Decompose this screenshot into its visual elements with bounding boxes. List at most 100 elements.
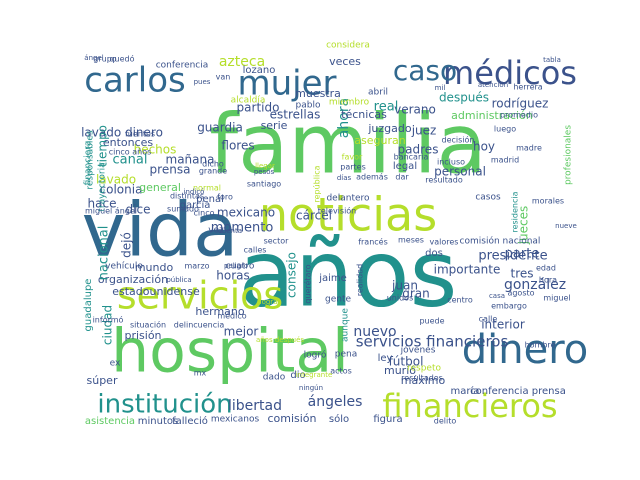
cloud-word: calle xyxy=(479,315,498,324)
cloud-word: caso xyxy=(393,54,457,87)
cloud-word: cárcel xyxy=(296,209,332,223)
cloud-word: quedó xyxy=(109,54,134,64)
cloud-word: flores xyxy=(221,139,254,153)
cloud-word: mexicano xyxy=(217,206,275,220)
cloud-word: murió xyxy=(384,364,416,377)
cloud-word: parte xyxy=(505,247,540,262)
cloud-word: decisión xyxy=(442,135,475,145)
cloud-word: miguel ángel xyxy=(85,207,137,216)
cloud-word: mañana xyxy=(166,153,215,167)
cloud-word: cuatro xyxy=(226,262,255,272)
cloud-word: después xyxy=(439,91,489,105)
cloud-word: real xyxy=(374,100,399,115)
cloud-word: agosto xyxy=(507,289,534,298)
cloud-word: miembro xyxy=(329,98,370,108)
cloud-word: lavado xyxy=(96,173,136,187)
cloud-word: minutos xyxy=(138,416,178,427)
cloud-word: además xyxy=(356,173,388,182)
cloud-word: televisión xyxy=(318,206,357,216)
cloud-word: casos xyxy=(475,193,501,203)
cloud-word: servicios xyxy=(117,274,283,318)
cloud-word: muestra xyxy=(295,87,341,100)
cloud-word: legal xyxy=(393,161,417,172)
cloud-word: mil xyxy=(435,84,446,92)
cloud-word: hospital xyxy=(111,317,349,387)
cloud-word: jueces xyxy=(517,206,531,246)
cloud-word: presidente xyxy=(478,249,547,264)
cloud-word: dicho xyxy=(202,160,224,169)
cloud-word: resultado xyxy=(425,176,463,185)
cloud-word: rodríguez xyxy=(492,97,549,111)
cloud-word: edad xyxy=(536,264,556,273)
cloud-word: mexicanos xyxy=(211,415,260,425)
cloud-word: dos xyxy=(425,248,443,259)
cloud-word: cuenta xyxy=(218,227,242,235)
cloud-word: alcaldía xyxy=(231,96,266,106)
cloud-word: nueve xyxy=(555,222,577,230)
cloud-word: organización xyxy=(98,273,168,286)
cloud-word: días xyxy=(337,174,352,182)
cloud-word: gente xyxy=(325,295,351,305)
cloud-word: cinco xyxy=(194,209,215,218)
cloud-word: llegar xyxy=(255,162,275,170)
cloud-word: responsables xyxy=(86,130,96,190)
cloud-word: luego xyxy=(494,125,516,134)
cloud-word: conferencia prensa xyxy=(470,386,566,397)
cloud-word: embargo xyxy=(491,302,527,311)
cloud-word: madre xyxy=(516,144,542,153)
cloud-word: jaime xyxy=(318,273,347,284)
cloud-word: partes xyxy=(340,163,366,172)
cloud-word: médico xyxy=(217,311,246,321)
cloud-word: ciudad xyxy=(101,305,115,345)
cloud-word: hechos xyxy=(134,143,177,157)
cloud-word: momento xyxy=(211,221,274,236)
cloud-word: dinero xyxy=(462,327,589,373)
cloud-word: gran xyxy=(402,287,430,301)
cloud-word: fútbol xyxy=(389,355,424,369)
cloud-word: atención xyxy=(478,81,508,89)
cloud-word: ex xyxy=(110,359,121,369)
cloud-word: máximo xyxy=(401,374,446,387)
cloud-word: partido xyxy=(237,101,280,115)
cloud-word: juzgado xyxy=(367,122,412,135)
cloud-word: financiera xyxy=(84,141,94,186)
cloud-word: comisión nacional xyxy=(460,236,541,247)
cloud-word: informó xyxy=(93,315,124,325)
cloud-word: noticias xyxy=(259,188,437,242)
cloud-word: familia xyxy=(209,97,487,192)
cloud-word: abril xyxy=(368,88,388,98)
cloud-word: fuentes xyxy=(125,130,155,139)
cloud-word: tabla xyxy=(543,56,561,64)
cloud-word: dio xyxy=(290,370,305,381)
cloud-word: trayectoria xyxy=(98,162,108,211)
cloud-word: aunque xyxy=(341,308,351,342)
cloud-word: promedio xyxy=(500,111,538,120)
cloud-word: delantero xyxy=(326,194,370,204)
cloud-word: santiago xyxy=(247,180,281,189)
cloud-word: resultados xyxy=(401,374,443,383)
cloud-word: cinco años xyxy=(109,148,152,157)
cloud-word: calles xyxy=(244,246,267,255)
cloud-word: integrante xyxy=(296,371,333,379)
cloud-word: lograr xyxy=(260,298,281,306)
cloud-word: nacional xyxy=(97,226,112,281)
cloud-word: figura xyxy=(373,414,402,425)
cloud-word: herrera xyxy=(513,83,542,92)
cloud-word: prensa xyxy=(150,163,191,177)
cloud-word: puede xyxy=(419,317,444,326)
cloud-word: interior xyxy=(481,318,525,332)
cloud-word: años xyxy=(239,220,458,327)
cloud-word: verano xyxy=(394,103,436,117)
cloud-word: años después xyxy=(256,336,304,344)
cloud-word: querétaro xyxy=(303,264,313,303)
cloud-word: marzo xyxy=(184,262,209,271)
cloud-word: dejó xyxy=(120,232,134,258)
cloud-word: entonces xyxy=(103,136,154,149)
cloud-word: hora xyxy=(539,276,557,285)
cloud-word: tiempo xyxy=(96,125,110,167)
cloud-word: dado xyxy=(263,373,286,383)
cloud-word: incluso xyxy=(437,158,465,167)
cloud-word: favor xyxy=(342,153,363,162)
